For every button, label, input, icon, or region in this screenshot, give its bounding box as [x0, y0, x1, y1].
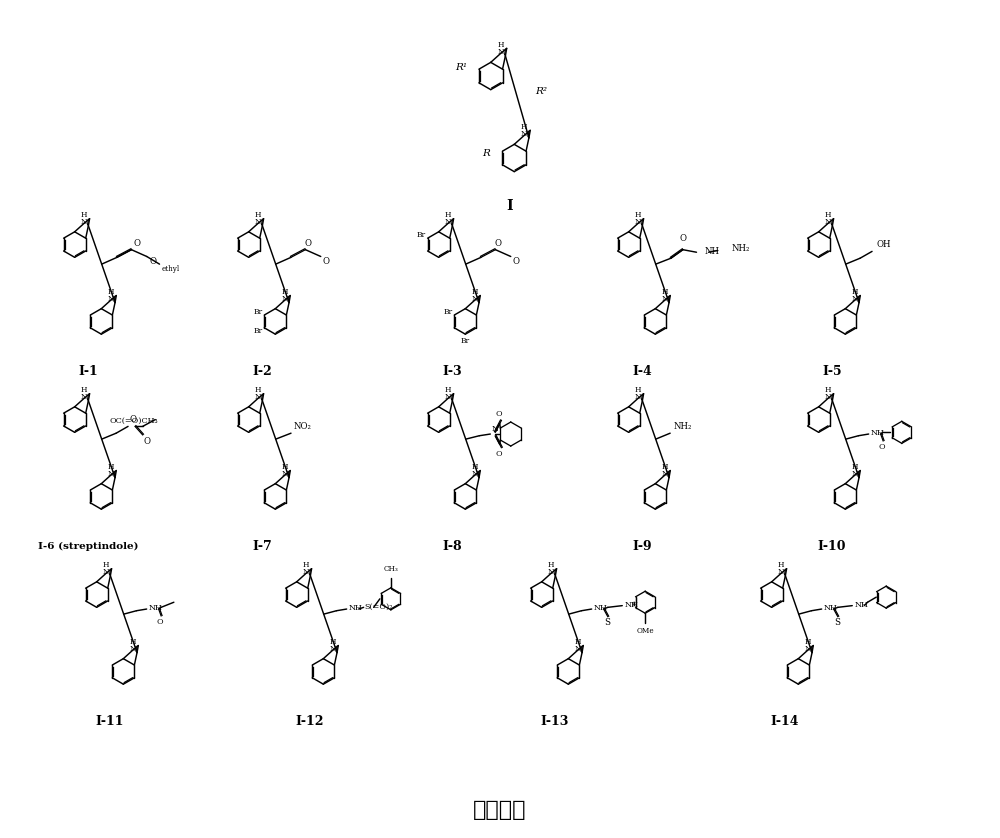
Text: O: O — [879, 442, 885, 451]
Text: I-10: I-10 — [818, 540, 846, 552]
Text: NH: NH — [705, 246, 720, 256]
Text: H
N: H N — [281, 288, 288, 303]
Text: OH: OH — [876, 241, 891, 250]
Text: H
N: H N — [574, 638, 581, 653]
Text: H
N: H N — [825, 211, 831, 226]
Text: NH: NH — [149, 604, 163, 612]
Text: I-5: I-5 — [822, 365, 842, 377]
Text: H
N: H N — [548, 561, 554, 577]
Text: H
N: H N — [107, 288, 114, 303]
Text: S: S — [834, 618, 840, 628]
Text: I-3: I-3 — [442, 365, 462, 377]
Text: O: O — [133, 239, 140, 248]
Text: H
N: H N — [804, 638, 811, 653]
Text: O: O — [157, 618, 163, 625]
Text: H
N: H N — [778, 561, 784, 577]
Text: I-13: I-13 — [541, 715, 569, 727]
Text: H
N: H N — [521, 123, 527, 138]
Text: NO₂: NO₂ — [294, 422, 312, 432]
Text: OMe: OMe — [636, 627, 654, 635]
Text: H
N: H N — [635, 211, 641, 226]
Text: O: O — [144, 437, 151, 446]
Text: H
N: H N — [851, 463, 858, 478]
Text: I-8: I-8 — [442, 540, 462, 552]
Text: S: S — [604, 618, 610, 628]
Text: R: R — [483, 148, 490, 158]
Text: Br: Br — [254, 328, 263, 335]
Text: O: O — [150, 257, 157, 266]
Text: NH: NH — [854, 601, 868, 608]
Text: O: O — [304, 239, 311, 248]
Text: I-1: I-1 — [78, 365, 98, 377]
Text: H
N: H N — [129, 638, 136, 653]
Text: ethyl: ethyl — [162, 265, 180, 273]
Text: O: O — [495, 450, 502, 458]
Text: I-2: I-2 — [252, 365, 272, 377]
Text: H
N: H N — [103, 561, 109, 577]
Text: OC(=O)CH₃: OC(=O)CH₃ — [110, 417, 158, 425]
Text: O: O — [129, 416, 136, 424]
Text: H
N: H N — [81, 386, 87, 401]
Text: NH₂: NH₂ — [732, 244, 750, 253]
Text: I-14: I-14 — [771, 715, 799, 727]
Text: O: O — [679, 234, 686, 243]
Text: O: O — [494, 239, 501, 248]
Text: Br: Br — [254, 308, 263, 316]
Text: N: N — [491, 425, 498, 433]
Text: H
N: H N — [825, 386, 831, 401]
Text: H
N: H N — [497, 41, 504, 56]
Text: O: O — [323, 257, 330, 266]
Text: I-11: I-11 — [96, 715, 124, 727]
Text: Br: Br — [444, 308, 453, 316]
Text: O: O — [513, 257, 520, 266]
Text: H
N: H N — [255, 386, 261, 401]
Text: NH: NH — [824, 604, 838, 612]
Text: NH: NH — [624, 601, 638, 608]
Text: I-7: I-7 — [252, 540, 272, 552]
Text: H
N: H N — [471, 288, 478, 303]
Text: H
N: H N — [661, 288, 668, 303]
Text: R²: R² — [535, 87, 547, 96]
Text: Br: Br — [461, 337, 470, 345]
Text: H
N: H N — [661, 463, 668, 478]
Text: H
N: H N — [329, 638, 336, 653]
Text: O: O — [495, 410, 502, 418]
Text: H
N: H N — [851, 288, 858, 303]
Text: Br: Br — [417, 230, 426, 239]
Text: NH: NH — [594, 604, 608, 612]
Text: H
N: H N — [81, 211, 87, 226]
Text: H
N: H N — [255, 211, 261, 226]
Text: NH: NH — [349, 604, 363, 612]
Text: H
N: H N — [471, 463, 478, 478]
Text: I: I — [507, 199, 513, 213]
Text: H
N: H N — [303, 561, 309, 577]
Text: H
N: H N — [107, 463, 114, 478]
Text: H
N: H N — [445, 211, 451, 226]
Text: H
N: H N — [281, 463, 288, 478]
Text: H
N: H N — [635, 386, 641, 401]
Text: I-4: I-4 — [632, 365, 652, 377]
Text: NH: NH — [871, 429, 885, 437]
Text: I-12: I-12 — [296, 715, 324, 727]
Text: 结构式一: 结构式一 — [473, 799, 527, 821]
Text: S(=O)₂: S(=O)₂ — [365, 603, 393, 610]
Text: NH₂: NH₂ — [673, 422, 692, 432]
Text: H
N: H N — [445, 386, 451, 401]
Text: R¹: R¹ — [455, 63, 467, 72]
Text: I-9: I-9 — [632, 540, 652, 552]
Text: I-6 (streptindole): I-6 (streptindole) — [38, 541, 138, 551]
Text: CH₃: CH₃ — [383, 565, 398, 573]
